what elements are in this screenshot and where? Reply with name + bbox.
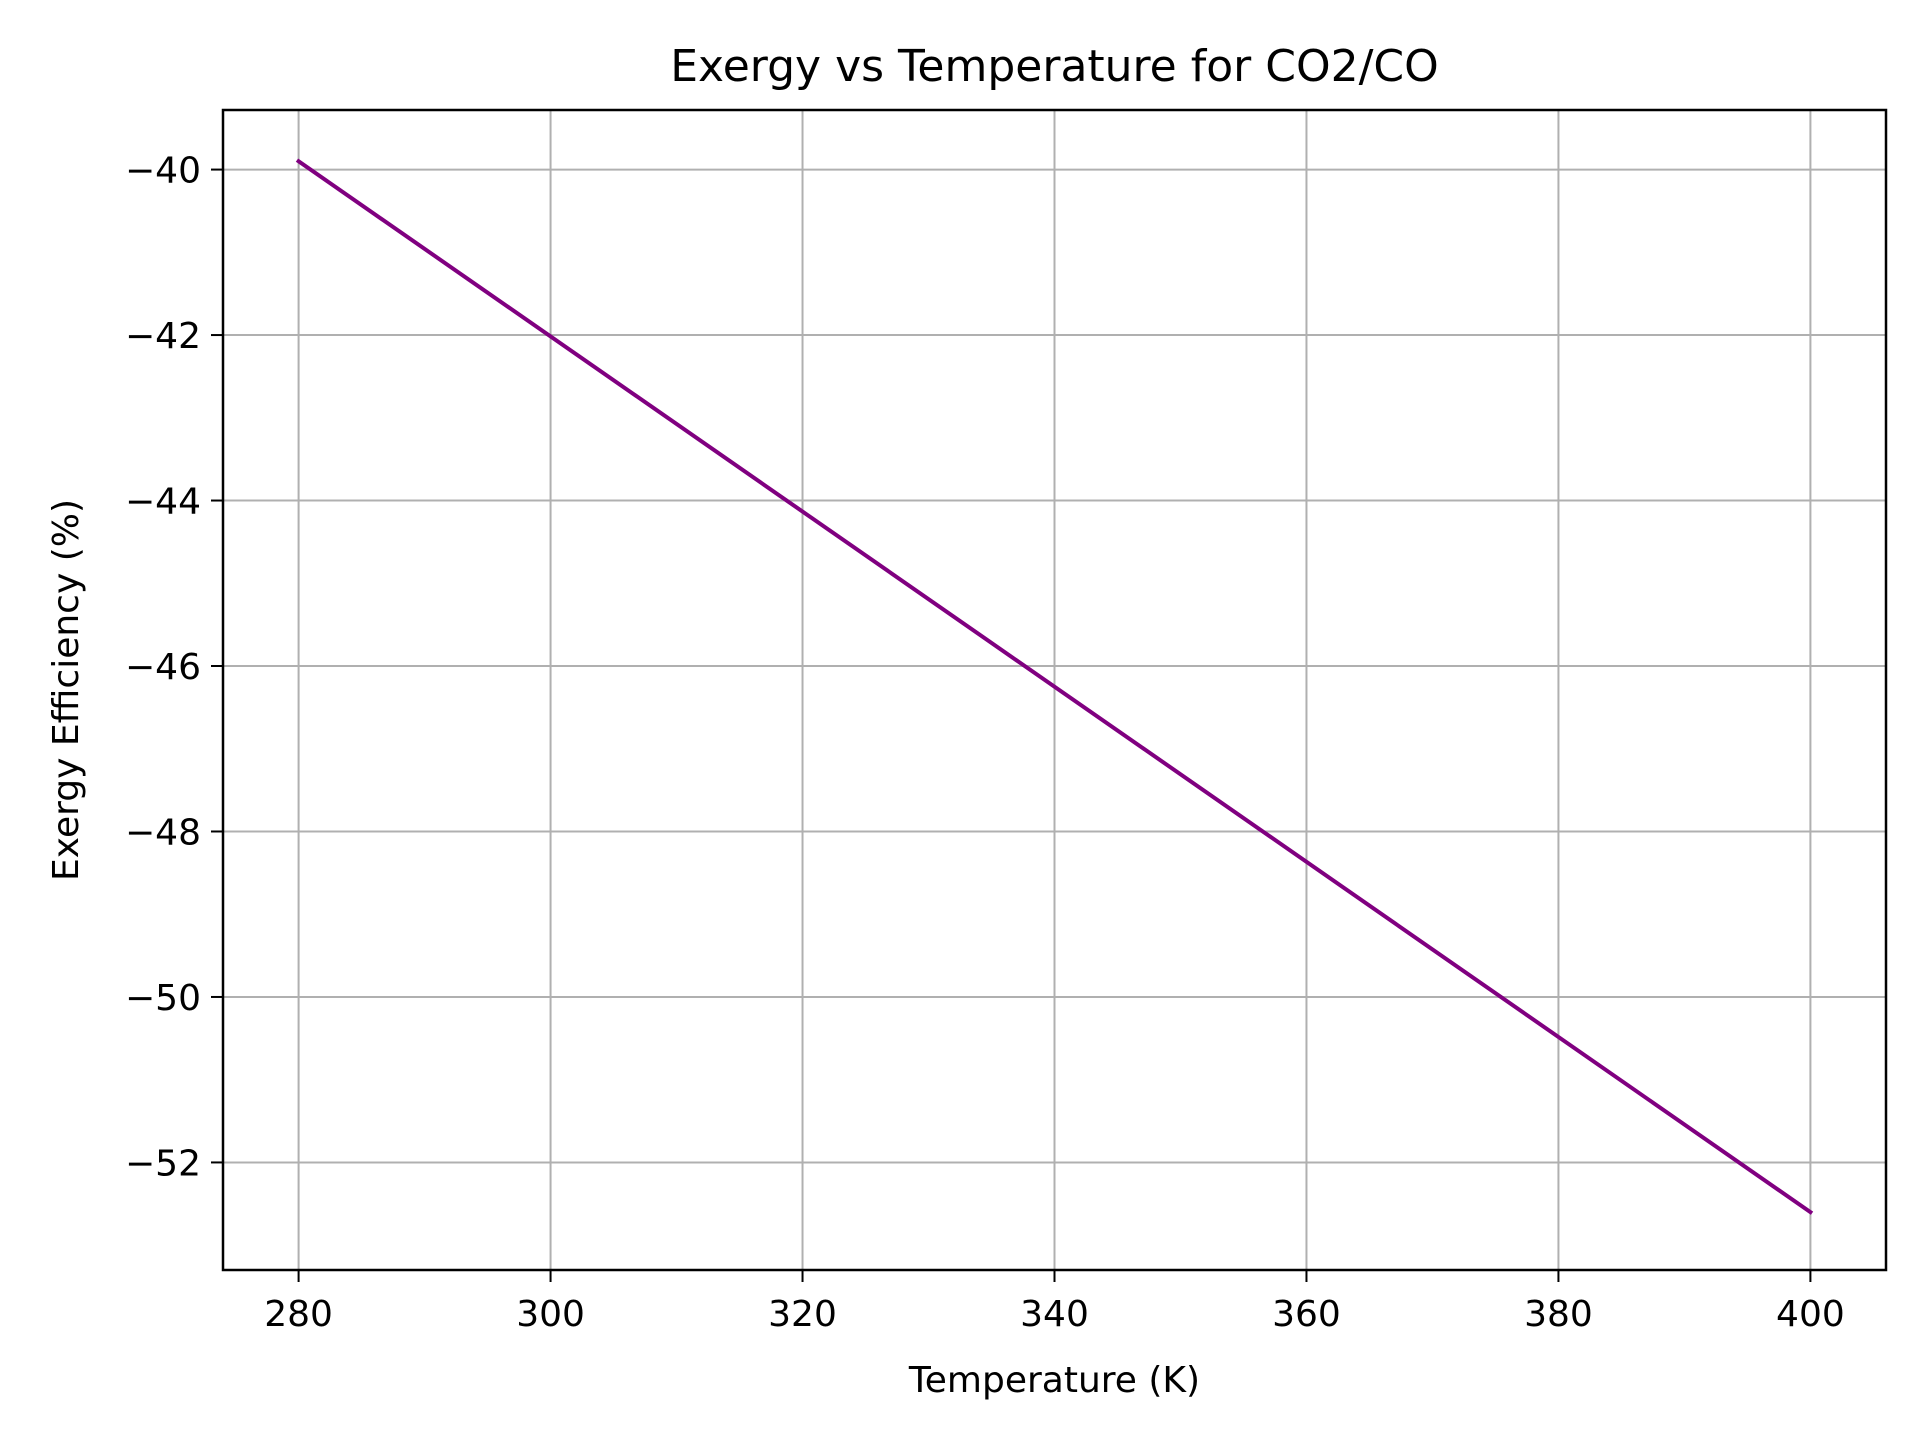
y-tick-label: −50	[125, 978, 201, 1019]
x-tick-label: 300	[516, 1294, 585, 1335]
chart-title: Exergy vs Temperature for CO2/CO	[670, 41, 1439, 92]
x-tick-label: 360	[1272, 1294, 1341, 1335]
y-tick-label: −44	[125, 482, 201, 523]
series-layer	[295, 158, 1814, 1215]
y-tick-label: −48	[125, 812, 201, 853]
x-tick-label: 280	[264, 1294, 333, 1335]
x-axis-label: Temperature (K)	[908, 1360, 1200, 1401]
x-tick-label: 340	[1020, 1294, 1089, 1335]
x-tick-label: 380	[1524, 1294, 1593, 1335]
y-tick-label: −42	[125, 316, 201, 357]
grid	[223, 110, 1886, 1270]
y-axis-label: Exergy Efficiency (%)	[46, 499, 87, 881]
y-tick-label: −46	[125, 647, 201, 688]
x-tick-label: 400	[1776, 1294, 1845, 1335]
y-tick-label: −52	[125, 1143, 201, 1184]
ticks: 280 300 320 340 360 380 400 −40 −42 −44 −46 −48 −50 −…	[125, 151, 1845, 1335]
x-tick-label: 320	[768, 1294, 837, 1335]
series-line	[295, 158, 1814, 1215]
y-tick-label: −40	[125, 151, 201, 192]
